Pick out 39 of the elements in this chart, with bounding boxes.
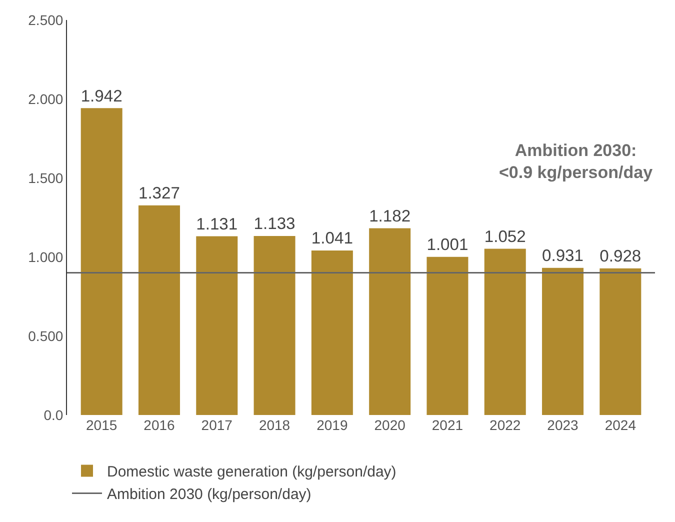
- bar: [196, 236, 238, 415]
- x-tick-label: 2023: [547, 417, 579, 433]
- legend-label: Ambition 2030 (kg/person/day): [107, 486, 312, 504]
- bar: [254, 236, 296, 415]
- x-tick-label: 2021: [432, 417, 464, 433]
- annotation: Ambition 2030: <0.9 kg/person/day: [499, 141, 654, 182]
- data-label: 1.052: [484, 226, 526, 246]
- y-tick-label: 2.000: [28, 90, 64, 107]
- legend-label: Domestic waste generation (kg/person/day): [107, 464, 396, 481]
- x-tick-label: 2015: [86, 417, 118, 433]
- data-label: 1.182: [369, 206, 411, 226]
- x-tick-label: 2019: [316, 417, 348, 433]
- data-label: 0.931: [542, 246, 584, 265]
- bar: [138, 205, 180, 415]
- x-tick-label: 2016: [144, 417, 176, 433]
- bar: [369, 228, 411, 415]
- x-tick-label: 2018: [258, 417, 290, 433]
- data-label: 1.131: [196, 214, 238, 234]
- data-label: 1.133: [254, 214, 296, 234]
- bar: [311, 250, 353, 415]
- y-tick-label: 0.0: [44, 406, 64, 423]
- y-tick-label: 1.500: [28, 170, 64, 186]
- x-tick-label: 2022: [490, 417, 521, 433]
- bar: [600, 268, 642, 415]
- y-tick-label: 0.500: [28, 328, 64, 344]
- bar: [542, 268, 584, 415]
- data-label: 1.001: [426, 234, 468, 254]
- y-tick-label: 2.500: [28, 12, 64, 28]
- x-tick-label: 2020: [374, 417, 406, 433]
- x-tick-label: 2024: [604, 417, 636, 433]
- data-label: 0.928: [600, 246, 642, 266]
- y-tick-label: 1.000: [28, 248, 64, 265]
- data-label: 1.942: [80, 86, 122, 106]
- data-label: 1.327: [138, 183, 180, 202]
- bar: [484, 248, 526, 415]
- bar: [426, 256, 468, 415]
- data-label: 1.041: [311, 228, 353, 248]
- bar: [80, 108, 122, 415]
- x-tick-label: 2017: [201, 417, 233, 433]
